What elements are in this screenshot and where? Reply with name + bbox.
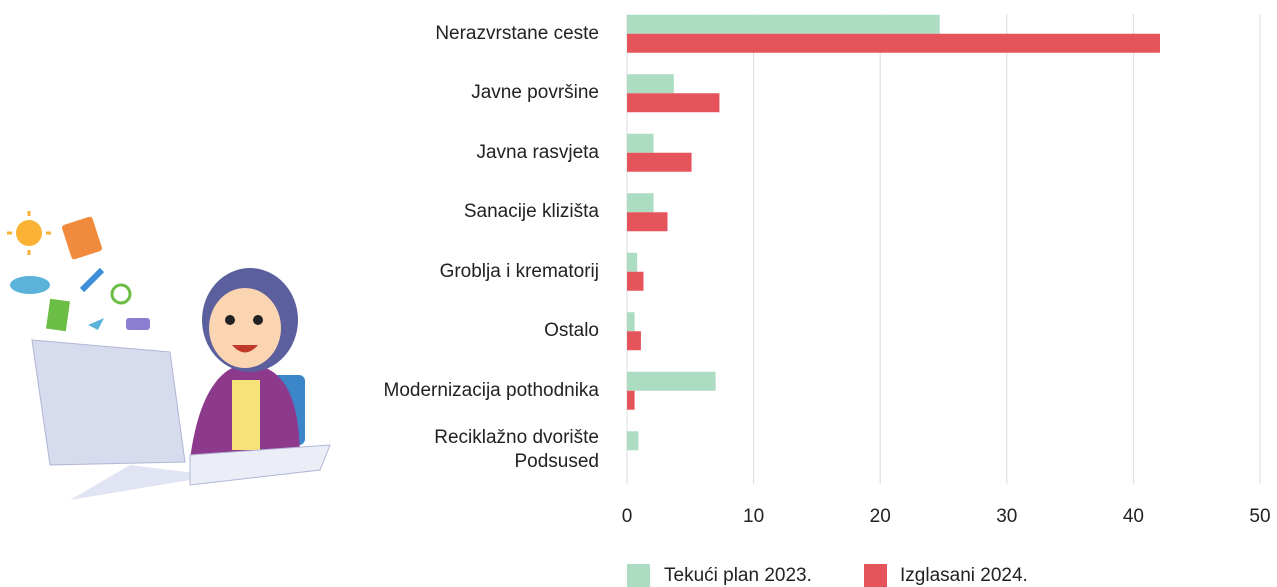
chart: Tekući plan 2023. Izglasani 2024. 0 10 20 3… [0,0,1277,587]
x-tick-label: 10 [743,506,764,527]
legend-swatch [627,564,650,587]
x-tick-label: 0 [622,506,633,527]
bar [627,331,641,350]
bar [627,74,674,93]
x-tick-label: 30 [996,506,1017,527]
page: Tekući plan 2023. Izglasani 2024. 0 10 20 3… [0,0,1277,587]
bar [627,134,654,153]
bar [627,431,638,450]
bar [627,15,940,34]
bar [627,312,635,331]
category-label: Sanacije klizišta [299,200,599,224]
illustration [7,211,330,500]
legend-label: Tekući plan 2023. [664,565,812,586]
bar [627,153,692,172]
bar [627,212,668,231]
category-label: Reciklažno dvorište Podsused [299,426,599,474]
bar [627,253,637,272]
legend: Tekući plan 2023. Izglasani 2024. [627,564,1028,587]
category-label: Modernizacija pothodnika [299,379,599,403]
bar [627,34,1160,53]
category-label: Ostalo [299,319,599,343]
category-label: Javna rasvjeta [299,141,599,165]
category-label: Nerazvrstane ceste [299,22,599,46]
legend-swatch [864,564,887,587]
bar [627,93,719,112]
category-label: Javne površine [299,81,599,105]
bar [627,272,643,291]
category-label: Groblja i krematorij [299,260,599,284]
legend-label: Izglasani 2024. [900,565,1028,586]
bar [627,193,654,212]
x-tick-label: 50 [1249,506,1270,527]
x-tick-label: 40 [1123,506,1144,527]
bar [627,391,635,410]
x-tick-label: 20 [870,506,891,527]
bar [627,372,716,391]
